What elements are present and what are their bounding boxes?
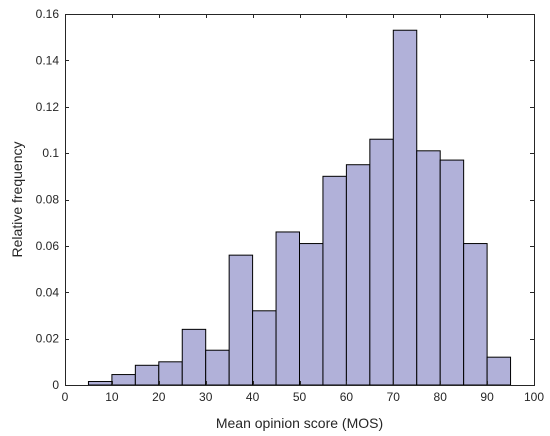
histogram-bar: [205, 349, 230, 386]
histogram-bar: [345, 164, 371, 386]
histogram-bar: [486, 356, 512, 386]
y-tick-label: 0.06: [36, 239, 60, 253]
histogram-bar: [299, 243, 324, 386]
x-tick-label: 50: [293, 390, 307, 404]
histogram-bar: [369, 138, 394, 386]
x-tick-label: 40: [246, 390, 260, 404]
x-tick-label: 90: [480, 390, 494, 404]
ticks-group: 0 10 20 30 40 50 60 70 80 90 100 0 0.02 0.04 0.06 0.08 0…: [36, 7, 545, 404]
histogram-bar: [134, 364, 160, 386]
histogram-bar: [275, 231, 300, 386]
histogram-bar: [439, 159, 465, 386]
y-tick-label: 0.12: [36, 100, 60, 114]
x-tick-label: 60: [340, 390, 354, 404]
histogram-bar: [87, 381, 113, 386]
y-tick-label: 0.14: [36, 53, 60, 67]
bars-group: [87, 29, 512, 386]
x-axis-label: Mean opinion score (MOS): [216, 415, 383, 431]
y-tick-label: 0: [52, 378, 59, 392]
y-axis-label: Relative frequency: [9, 142, 25, 258]
histogram-bar: [158, 361, 183, 386]
histogram-bar: [181, 328, 207, 386]
x-tick-label: 0: [62, 390, 69, 404]
x-tick-label: 10: [105, 390, 119, 404]
y-tick-label: 0.04: [36, 285, 60, 299]
y-tick-label: 0.1: [42, 146, 59, 160]
x-tick-label: 20: [152, 390, 166, 404]
y-tick-label: 0.02: [36, 332, 60, 346]
x-tick-label: 100: [524, 390, 544, 404]
histogram-bar: [416, 150, 441, 386]
histogram-bar: [463, 243, 488, 386]
histogram-bar: [252, 310, 277, 386]
histogram-bar: [392, 29, 418, 386]
histogram-bar: [322, 175, 347, 386]
y-tick-label: 0.16: [36, 7, 60, 21]
histogram-bar: [228, 254, 254, 386]
y-tick-label: 0.08: [36, 193, 60, 207]
x-tick-label: 30: [199, 390, 213, 404]
x-tick-label: 80: [434, 390, 448, 404]
x-tick-label: 70: [387, 390, 401, 404]
histogram-bar: [111, 374, 136, 386]
